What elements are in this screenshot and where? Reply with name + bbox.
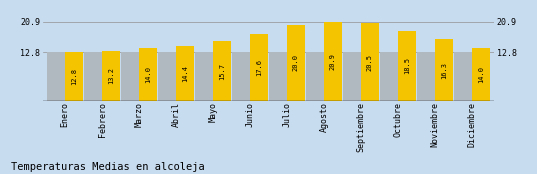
Bar [361,23,379,101]
Bar [435,39,453,101]
Bar [232,52,250,101]
Bar [102,51,120,101]
Text: 20.9: 20.9 [330,53,336,70]
Bar [287,25,305,101]
Text: Temperaturas Medias en alcoleja: Temperaturas Medias en alcoleja [11,162,205,172]
Text: 18.5: 18.5 [404,57,410,74]
Bar [121,52,139,101]
Bar [250,34,268,101]
Bar [454,52,472,101]
Text: 13.2: 13.2 [108,67,114,84]
Bar [139,48,157,101]
Bar [47,52,65,101]
Bar [417,52,435,101]
Bar [380,52,398,101]
Bar [176,46,194,101]
Bar [472,48,490,101]
Bar [269,52,287,101]
Bar [65,52,83,101]
Text: 15.7: 15.7 [219,63,225,80]
Bar [195,52,213,101]
Text: 14.0: 14.0 [145,66,151,83]
Text: 14.0: 14.0 [478,66,484,83]
Bar [213,41,231,101]
Text: 16.3: 16.3 [441,62,447,78]
Bar [398,31,416,101]
Text: 12.8: 12.8 [71,68,77,85]
Bar [158,52,176,101]
Text: 17.6: 17.6 [256,59,262,76]
Bar [343,52,361,101]
Bar [324,22,342,101]
Text: 14.4: 14.4 [182,65,188,82]
Text: 20.0: 20.0 [293,54,299,72]
Bar [84,52,102,101]
Bar [306,52,324,101]
Text: 20.5: 20.5 [367,54,373,70]
